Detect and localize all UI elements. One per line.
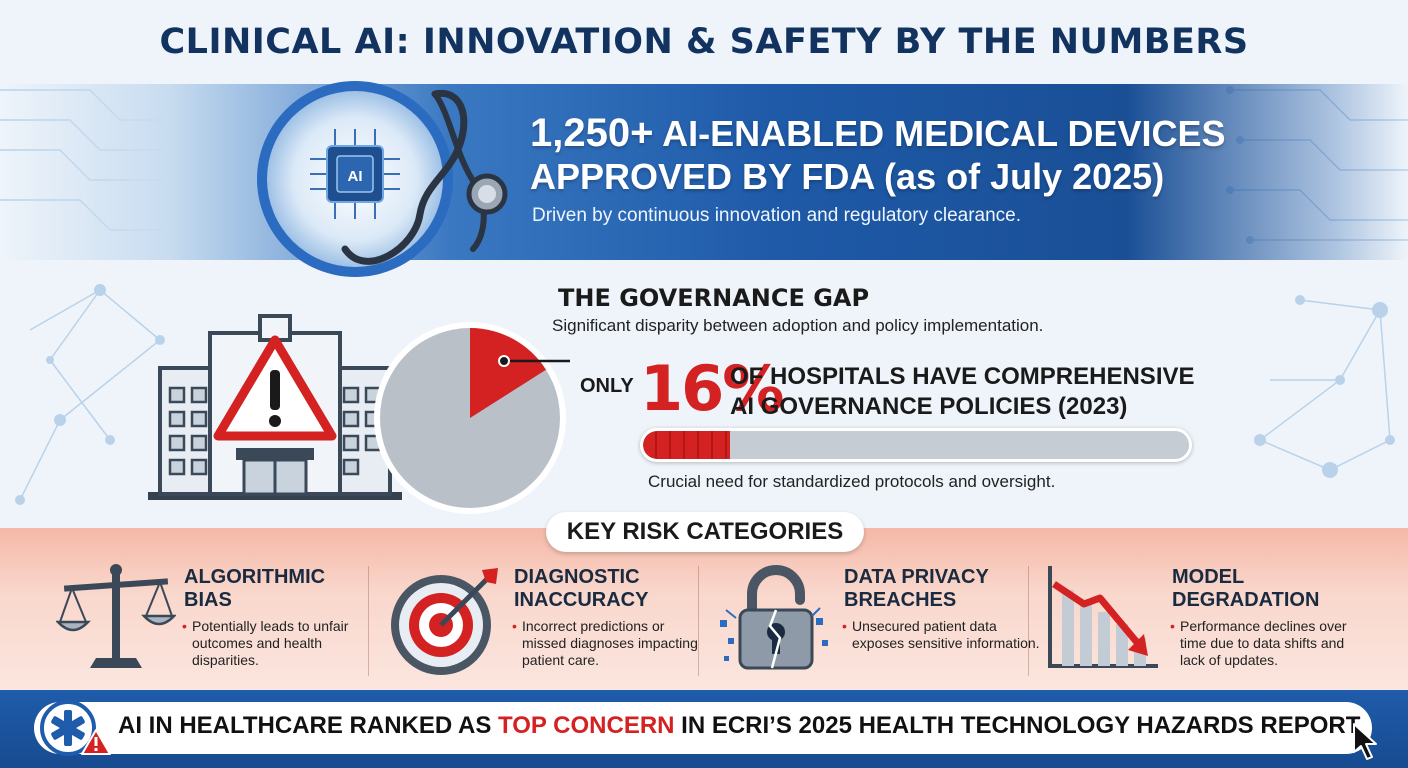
risk-description: Potentially leads to unfair outcomes and… [182,618,382,669]
governance-title: THE GOVERNANCE GAP [558,284,870,312]
declining-chart-icon [1048,566,1158,668]
risk-title-line2: INACCURACY [514,589,649,611]
medical-warning-icon [40,700,111,756]
fda-headline-line2: APPROVED BY FDA (as of July 2025) [530,156,1165,197]
fda-headline-rest: AI-ENABLED MEDICAL DEVICES [653,113,1226,154]
governance-pie-chart [374,322,570,514]
governance-statement-line2: AI GOVERNANCE POLICIES (2023) [730,393,1128,420]
risk-title-line1: DATA PRIVACY [844,566,989,588]
risk-title-line2: BIAS [184,589,232,611]
risk-description: Incorrect predictions or missed diagnose… [512,618,712,669]
governance-progress-bar [640,428,1192,462]
risk-title: DIAGNOSTIC INACCURACY [514,566,714,612]
risk-title-line2: BREACHES [844,589,957,611]
risk-divider [368,566,369,676]
only-label: ONLY [580,375,634,397]
risk-divider [698,566,699,676]
scales-icon [56,564,176,668]
risk-title: ALGORITHMIC BIAS [184,566,384,612]
footer-banner [34,702,1372,754]
risk-description: Performance declines over time due to da… [1170,618,1370,669]
risk-title: MODEL DEGRADATION [1172,566,1372,612]
footer-text-after: IN ECRI’S 2025 HEALTH TECHNOLOGY HAZARDS… [674,712,1361,739]
main-title: CLINICAL AI: INNOVATION & SAFETY BY THE … [159,22,1249,62]
governance-percent: 16% [640,352,784,425]
risk-title: DATA PRIVACY BREACHES [844,566,1044,612]
risk-title-line1: MODEL [1172,566,1245,588]
pie-slice-governed [470,328,546,418]
footer-text-before: AI IN HEALTHCARE RANKED AS [118,712,499,739]
broken-lock-icon [720,565,828,670]
footer-highlight: TOP CONCERN [498,712,675,739]
risk-description: Unsecured patient data exposes sensitive… [842,618,1042,652]
governance-statement-line1: OF HOSPITALS HAVE COMPREHENSIVE [730,363,1195,390]
fda-headline: 1,250+ AI-ENABLED MEDICAL DEVICES APPROV… [530,112,1390,198]
risk-title-line1: DIAGNOSTIC [514,566,640,588]
governance-note: Crucial need for standardized protocols … [648,472,1056,491]
governance-statement: OF HOSPITALS HAVE COMPREHENSIVE AI GOVER… [730,362,1250,422]
risk-divider [1028,566,1029,676]
governance-subtitle: Significant disparity between adoption a… [552,316,1044,335]
target-icon [391,568,498,675]
risk-heading: KEY RISK CATEGORIES [546,512,864,552]
footer-text: AI IN HEALTHCARE RANKED AS TOP CONCERN I… [118,712,1360,740]
risk-title-line1: ALGORITHMIC [184,566,326,588]
chip-label: AI [348,168,363,185]
ai-chip-stethoscope-icon: AI [257,81,508,277]
fda-subtitle: Driven by continuous innovation and regu… [532,205,1022,226]
risk-title-line2: DEGRADATION [1172,589,1320,611]
fda-device-count: 1,250+ [530,111,654,155]
governance-progress-fill [643,431,731,459]
fda-banner [0,84,1408,260]
cursor-icon [1353,723,1377,760]
